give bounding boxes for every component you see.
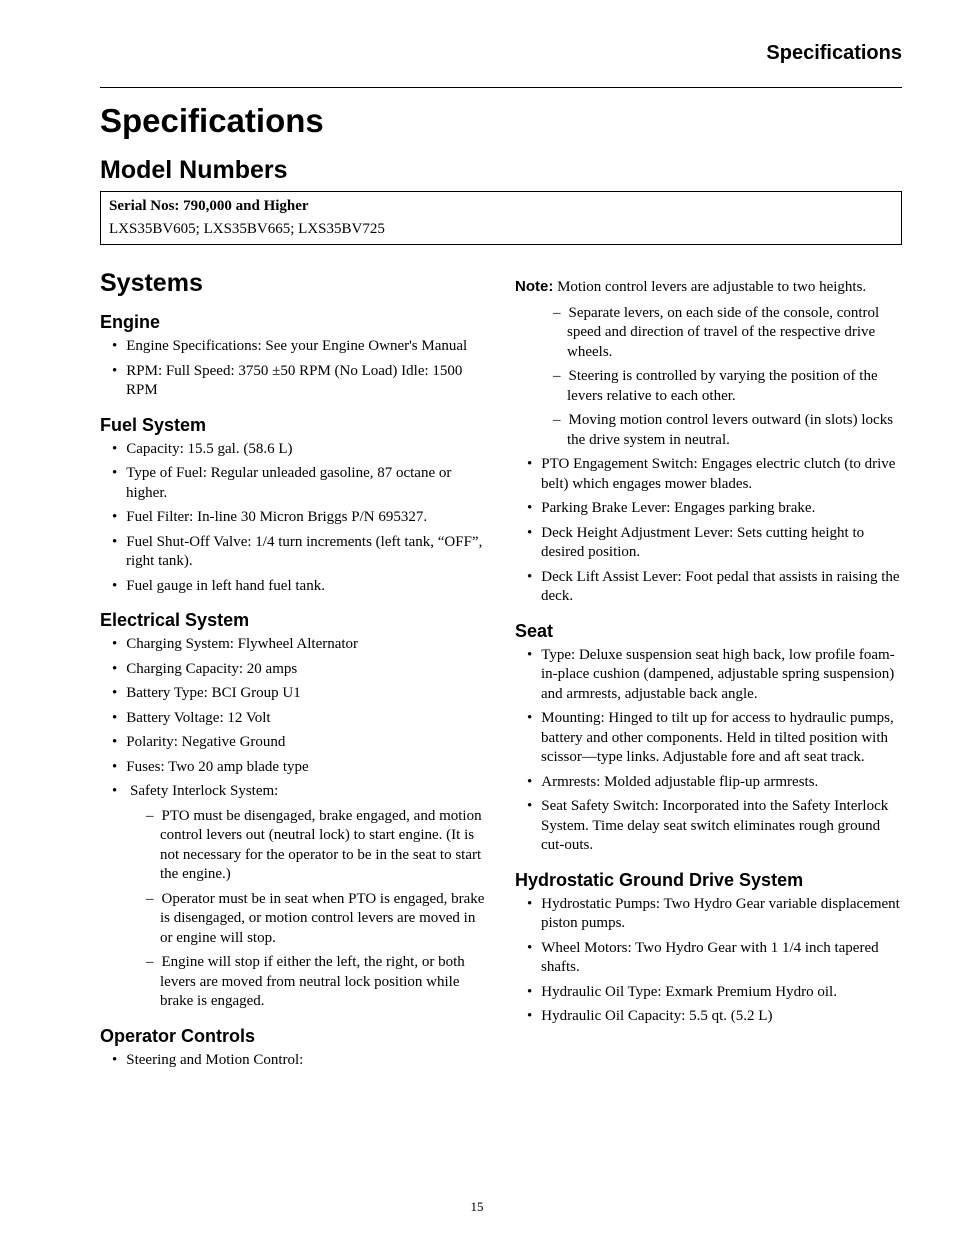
electrical-list: Charging System: Flywheel Alternator Cha… (100, 635, 487, 1012)
list-item: Armrests: Molded adjustable flip-up armr… (515, 773, 902, 793)
operator-sublist: Separate levers, on each side of the con… (541, 304, 902, 451)
serial-nos: Serial Nos: 790,000 and Higher (109, 198, 893, 215)
list-item: Capacity: 15.5 gal. (58.6 L) (100, 440, 487, 460)
operator-list-left: Steering and Motion Control: (100, 1051, 487, 1071)
electrical-heading: Electrical System (100, 610, 487, 631)
model-numbers-heading: Model Numbers (100, 156, 902, 185)
list-item: Moving motion control levers outward (in… (541, 411, 902, 450)
list-item: PTO Engagement Switch: Engages electric … (515, 455, 902, 494)
list-item: Deck Height Adjustment Lever: Sets cutti… (515, 524, 902, 563)
systems-heading: Systems (100, 269, 487, 298)
column-align-spacer (515, 259, 902, 277)
list-item: Battery Voltage: 12 Volt (100, 709, 487, 729)
model-numbers-box: Serial Nos: 790,000 and Higher LXS35BV60… (100, 191, 902, 245)
sub-wrapper: Separate levers, on each side of the con… (533, 304, 902, 451)
model-list: LXS35BV605; LXS35BV665; LXS35BV725 (109, 221, 893, 238)
motion-note: Note: Motion control levers are adjustab… (515, 277, 902, 298)
hydro-list: Hydrostatic Pumps: Two Hydro Gear variab… (515, 895, 902, 1027)
list-item: Operator must be in seat when PTO is eng… (134, 890, 487, 949)
operator-heading: Operator Controls (100, 1026, 487, 1047)
list-item: Engine will stop if either the left, the… (134, 953, 487, 1012)
fuel-list: Capacity: 15.5 gal. (58.6 L) Type of Fue… (100, 440, 487, 597)
right-column: Note: Motion control levers are adjustab… (515, 259, 902, 1075)
list-item: Hydrostatic Pumps: Two Hydro Gear variab… (515, 895, 902, 934)
list-item: Fuel Filter: In-line 30 Micron Briggs P/… (100, 508, 487, 528)
two-column-layout: Systems Engine Engine Specifications: Se… (100, 259, 902, 1075)
list-item: Hydraulic Oil Type: Exmark Premium Hydro… (515, 983, 902, 1003)
hydro-heading: Hydrostatic Ground Drive System (515, 870, 902, 891)
list-item: Safety Interlock System: PTO must be dis… (100, 782, 487, 1012)
list-item: Type of Fuel: Regular unleaded gasoline,… (100, 464, 487, 503)
list-item: Parking Brake Lever: Engages parking bra… (515, 499, 902, 519)
list-item: Deck Lift Assist Lever: Foot pedal that … (515, 568, 902, 607)
safety-sublist: PTO must be disengaged, brake engaged, a… (134, 807, 487, 1012)
list-item: Battery Type: BCI Group U1 (100, 684, 487, 704)
list-item: Fuel Shut-Off Valve: 1/4 turn increments… (100, 533, 487, 572)
list-item: Seat Safety Switch: Incorporated into th… (515, 797, 902, 856)
list-item: Charging System: Flywheel Alternator (100, 635, 487, 655)
list-item: Separate levers, on each side of the con… (541, 304, 902, 363)
top-rule (100, 87, 902, 88)
operator-continuation: Separate levers, on each side of the con… (533, 304, 902, 451)
page-number: 15 (0, 1199, 954, 1215)
list-item: Steering and Motion Control: (100, 1051, 487, 1071)
list-item: Mounting: Hinged to tilt up for access t… (515, 709, 902, 768)
note-text: Motion control levers are adjustable to … (553, 279, 866, 295)
seat-list: Type: Deluxe suspension seat high back, … (515, 646, 902, 856)
list-item: Polarity: Negative Ground (100, 733, 487, 753)
operator-rest: PTO Engagement Switch: Engages electric … (515, 455, 902, 607)
left-column: Systems Engine Engine Specifications: Se… (100, 259, 487, 1075)
fuel-heading: Fuel System (100, 415, 487, 436)
list-item: RPM: Full Speed: 3750 ±50 RPM (No Load) … (100, 362, 487, 401)
list-item: PTO must be disengaged, brake engaged, a… (134, 807, 487, 885)
note-label: Note: (515, 278, 553, 295)
safety-interlock-lead: Safety Interlock System: (130, 783, 278, 799)
running-head: Specifications (100, 42, 902, 65)
list-item: Engine Specifications: See your Engine O… (100, 337, 487, 357)
list-item: Type: Deluxe suspension seat high back, … (515, 646, 902, 705)
engine-list: Engine Specifications: See your Engine O… (100, 337, 487, 401)
seat-heading: Seat (515, 621, 902, 642)
list-item: Steering is controlled by varying the po… (541, 367, 902, 406)
list-item: Charging Capacity: 20 amps (100, 660, 487, 680)
list-item: Hydraulic Oil Capacity: 5.5 qt. (5.2 L) (515, 1007, 902, 1027)
engine-heading: Engine (100, 312, 487, 333)
list-item: Fuel gauge in left hand fuel tank. (100, 577, 487, 597)
list-item: Fuses: Two 20 amp blade type (100, 758, 487, 778)
list-item: Wheel Motors: Two Hydro Gear with 1 1/4 … (515, 939, 902, 978)
page-title: Specifications (100, 102, 902, 140)
